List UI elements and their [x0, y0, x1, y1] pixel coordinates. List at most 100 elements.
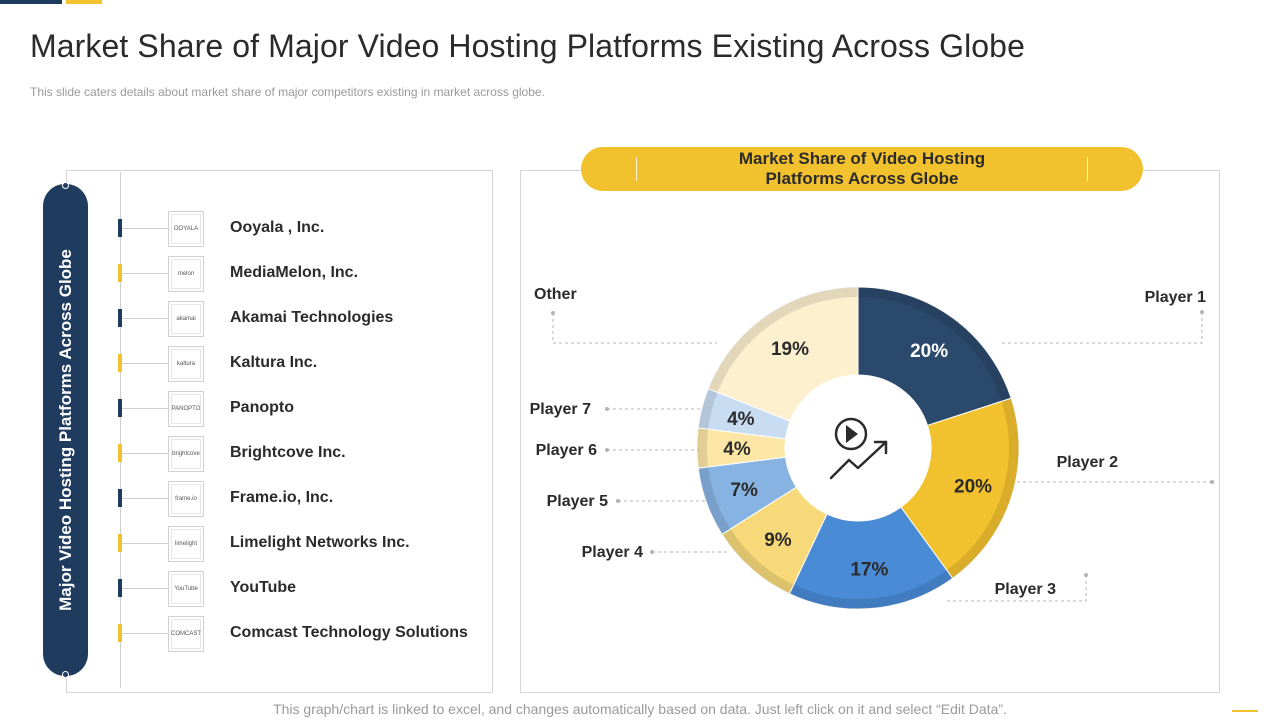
page-title: Market Share of Major Video Hosting Plat…	[30, 28, 1025, 64]
callout-dot	[605, 448, 609, 452]
chart-title-pill: Market Share of Video Hosting Platforms …	[581, 147, 1143, 191]
pill-bottom-dot	[62, 671, 69, 678]
row-tick	[118, 219, 122, 237]
slice-value-label: 4%	[723, 439, 751, 460]
row-connector	[122, 588, 168, 589]
donut-slice	[857, 286, 1012, 427]
category-label: Player 4	[582, 544, 643, 561]
callout-dot	[650, 550, 654, 554]
logo-text: OOYALA	[171, 214, 201, 244]
row-tick	[118, 489, 122, 507]
slice-value-label: 20%	[954, 476, 992, 497]
brightcove-logo: brightcove	[168, 436, 204, 472]
slice-value-label: 19%	[771, 339, 809, 360]
logo-text: COMCAST	[171, 619, 201, 649]
logo-text: melon	[171, 259, 201, 289]
slice-rim	[946, 398, 1019, 579]
row-connector	[122, 318, 168, 319]
category-label: Player 7	[530, 401, 591, 418]
row-tick	[118, 534, 122, 552]
logo-text: kaltura	[171, 349, 201, 379]
callout-line	[1000, 312, 1203, 344]
company-name: Comcast Technology Solutions	[230, 624, 468, 641]
category-label: Player 5	[547, 493, 608, 510]
row-connector	[122, 498, 168, 499]
row-tick	[118, 624, 122, 642]
donut-slice	[900, 397, 1020, 579]
company-name: Frame.io, Inc.	[230, 489, 334, 506]
callout-dot	[616, 499, 620, 503]
chart-title: Market Share of Video Hosting Platforms …	[738, 149, 986, 188]
callout-dot	[1084, 573, 1088, 577]
row-connector	[122, 228, 168, 229]
row-connector	[122, 408, 168, 409]
kaltura-logo: kaltura	[168, 346, 204, 382]
slice-rim	[697, 428, 709, 468]
play-growth-icon	[829, 417, 888, 480]
slice-rim	[858, 287, 1012, 402]
callout-dot	[551, 311, 555, 315]
callout-line	[945, 575, 1087, 602]
callout-dot	[605, 407, 609, 411]
row-tick	[118, 579, 122, 597]
donut-slice	[788, 506, 954, 610]
category-label: Player 2	[1057, 454, 1118, 471]
company-name: Panopto	[230, 399, 294, 416]
slice-rim	[722, 529, 794, 594]
frameio-logo: frame.io	[168, 481, 204, 517]
page-subtitle: This slide caters details about market s…	[30, 85, 545, 99]
row-tick	[118, 444, 122, 462]
slice-rim	[789, 570, 953, 609]
company-name: YouTube	[230, 579, 297, 596]
limelight-logo: limelight	[168, 526, 204, 562]
slice-value-label: 20%	[910, 341, 948, 362]
slice-value-label: 9%	[764, 530, 792, 551]
slice-value-label: 4%	[727, 409, 755, 430]
youtube-logo: YouTube	[168, 571, 204, 607]
platform-list-panel	[66, 170, 493, 693]
row-connector	[122, 633, 168, 634]
slice-rim	[708, 287, 858, 393]
row-connector	[122, 453, 168, 454]
top-accent-gold	[66, 0, 102, 4]
row-tick	[118, 354, 122, 372]
donut-slice	[707, 286, 859, 422]
panopto-logo: PANOPTO	[168, 391, 204, 427]
logo-text: brightcove	[171, 439, 201, 469]
category-label: Player 1	[1145, 289, 1206, 306]
logo-text: frame.io	[171, 484, 201, 514]
company-name: Akamai Technologies	[230, 309, 394, 326]
category-label: Player 6	[536, 442, 597, 459]
logo-text: akamai	[171, 304, 201, 334]
row-tick	[118, 264, 122, 282]
row-connector	[122, 273, 168, 274]
callout-dot	[1200, 310, 1204, 314]
slice-rim	[698, 467, 731, 534]
comcast-logo: COMCAST	[168, 616, 204, 652]
company-name: Limelight Networks Inc.	[230, 534, 410, 551]
timeline-line	[120, 172, 121, 688]
ooyala-logo: OOYALA	[168, 211, 204, 247]
category-label: Other	[534, 286, 577, 303]
mediamelon-logo: melon	[168, 256, 204, 292]
logo-text: limelight	[171, 529, 201, 559]
category-label: Player 3	[995, 581, 1056, 598]
corner-accent	[1232, 710, 1258, 712]
callout-line	[552, 313, 717, 344]
row-tick	[118, 309, 122, 327]
vertical-title-pill	[43, 182, 88, 678]
top-accent-dark	[0, 0, 62, 4]
logo-text: YouTube	[171, 574, 201, 604]
logo-text: PANOPTO	[171, 394, 201, 424]
company-name: Ooyala , Inc.	[230, 219, 325, 236]
callout-dot	[1210, 480, 1214, 484]
row-tick	[118, 399, 122, 417]
row-connector	[122, 543, 168, 544]
pill-top-dot	[62, 182, 69, 189]
company-name: MediaMelon, Inc.	[230, 264, 359, 281]
company-name: Brightcove Inc.	[230, 444, 346, 461]
akamai-logo: akamai	[168, 301, 204, 337]
company-name: Kaltura Inc.	[230, 354, 318, 371]
footer-note: This graph/chart is linked to excel, and…	[273, 701, 1007, 717]
